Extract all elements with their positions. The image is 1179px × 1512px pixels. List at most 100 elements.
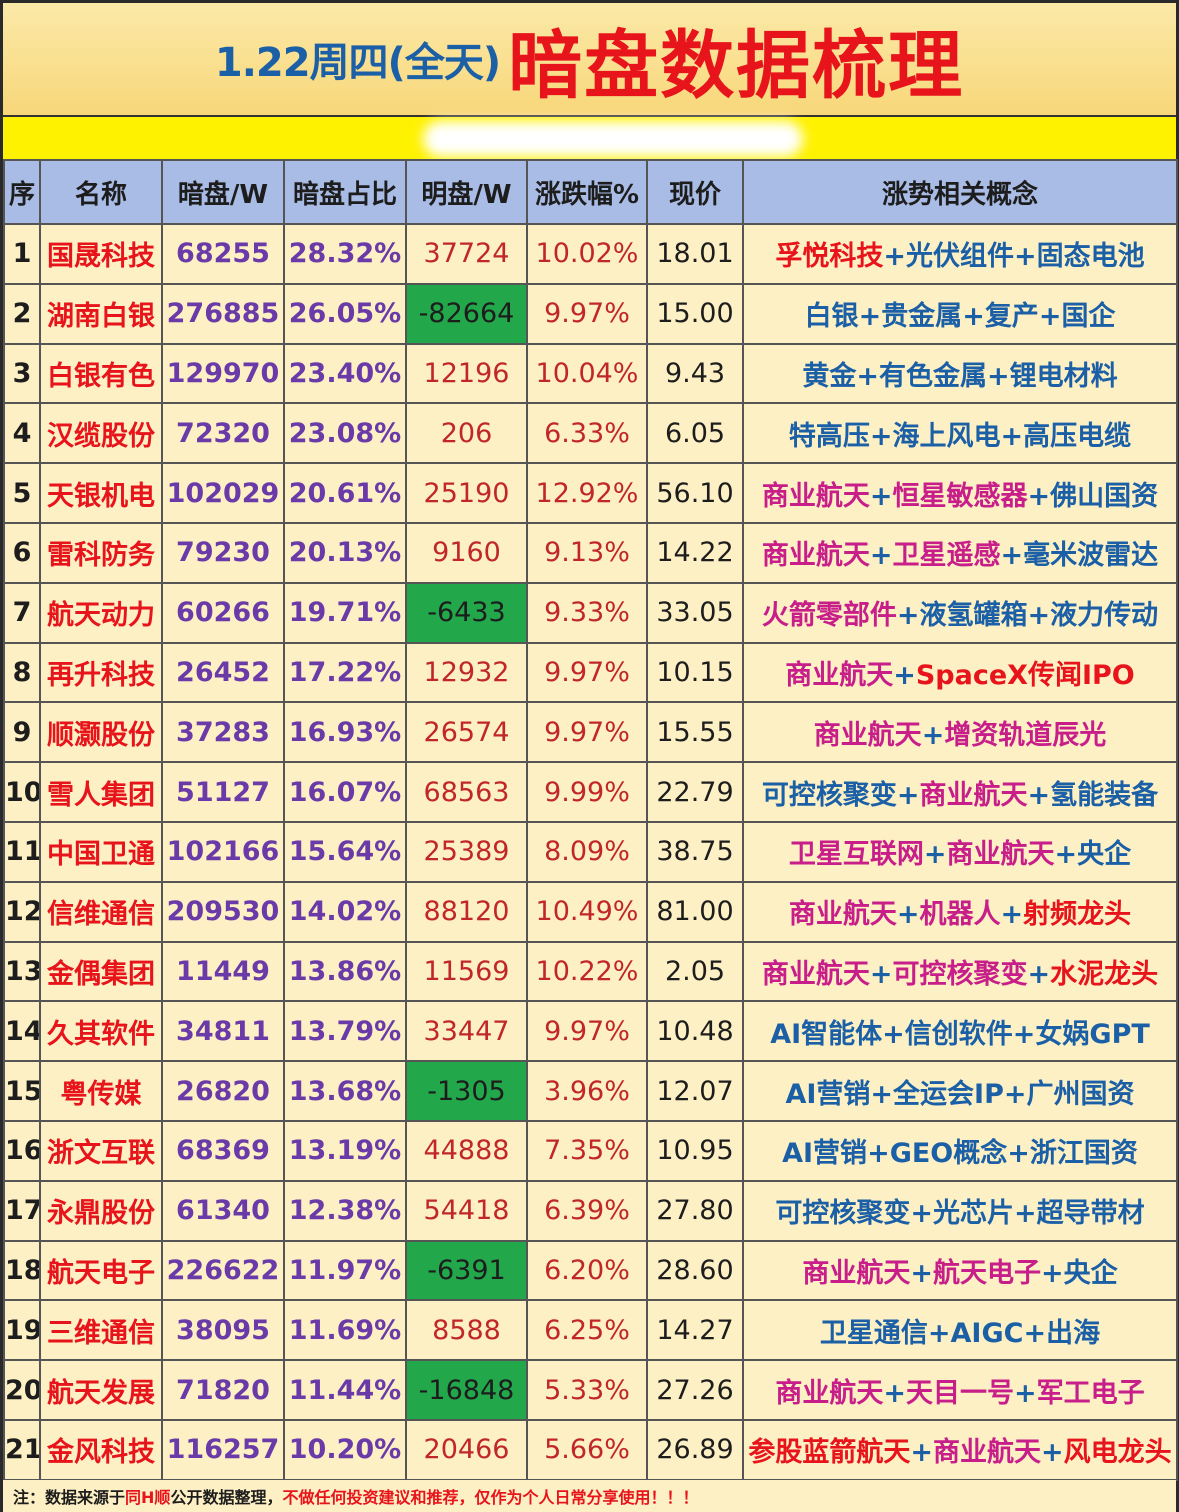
ming-cell: 9160 bbox=[405, 521, 528, 584]
ming-cell: 26574 bbox=[405, 701, 528, 764]
plus-separator: + bbox=[1027, 600, 1051, 632]
table-row: 6 雷科防务 79230 20.13% 9160 9.13% 14.22 商业航天+卫星遥感+… bbox=[3, 521, 1178, 584]
ming-cell: -82664 bbox=[405, 282, 528, 345]
ming-cell: -16848 bbox=[405, 1359, 528, 1421]
table-row: 16 浙文互联 68369 13.19% 44888 7.35% 10.95 AI营销+GEO… bbox=[3, 1119, 1178, 1182]
ming-cell: -1305 bbox=[405, 1060, 528, 1122]
dark-cell: 209530 bbox=[161, 880, 285, 943]
dark-cell: 129970 bbox=[161, 342, 285, 405]
plus-separator: + bbox=[869, 540, 893, 572]
concept-cell: 可控核聚变+光芯片+超导带材 bbox=[742, 1179, 1178, 1242]
name-cell: 金偶集团 bbox=[39, 940, 163, 1003]
concept-tag: AI营销 bbox=[782, 1138, 868, 1170]
concept-cell: 可控核聚变+商业航天+氢能装备 bbox=[742, 761, 1178, 823]
price-cell: 27.80 bbox=[646, 1179, 744, 1242]
table-row: 14 久其软件 34811 13.79% 33447 9.97% 10.48 AI智能体+信创… bbox=[3, 1000, 1178, 1063]
seq-cell: 7 bbox=[3, 581, 41, 644]
concept-tag: 女娲GPT bbox=[1035, 1018, 1150, 1050]
ming-cell: 25389 bbox=[405, 820, 528, 883]
plus-separator: + bbox=[869, 420, 893, 452]
plus-separator: + bbox=[1038, 301, 1062, 333]
seq-cell: 11 bbox=[3, 820, 41, 883]
plus-separator: + bbox=[921, 719, 945, 751]
change-cell: 9.33% bbox=[526, 581, 648, 644]
header-dark: 暗盘/W bbox=[161, 159, 285, 225]
ratio-cell: 17.22% bbox=[283, 641, 407, 704]
dark-cell: 72320 bbox=[161, 402, 285, 465]
concept-tag: 卫星遥感 bbox=[892, 540, 1001, 572]
plus-separator: + bbox=[1041, 1437, 1064, 1469]
change-cell: 8.09% bbox=[526, 820, 648, 883]
name-cell: 永鼎股份 bbox=[39, 1179, 163, 1242]
name-cell: 再升科技 bbox=[39, 641, 163, 704]
concept-cell: 火箭零部件+液氢罐箱+液力传动 bbox=[742, 581, 1178, 644]
change-cell: 9.97% bbox=[526, 641, 648, 704]
concept-tag: 航天电子 bbox=[933, 1257, 1041, 1289]
plus-separator: + bbox=[1014, 1377, 1037, 1409]
dark-cell: 26820 bbox=[161, 1060, 285, 1122]
change-cell: 7.35% bbox=[526, 1119, 648, 1182]
change-cell: 10.04% bbox=[526, 342, 648, 405]
dark-cell: 37283 bbox=[161, 701, 285, 764]
change-cell: 9.97% bbox=[526, 282, 648, 345]
ming-cell: 12932 bbox=[405, 641, 528, 704]
footer-part-4: 不做任何投资建议和推荐，仅作为个人日常分享使用！！！ bbox=[282, 1488, 699, 1507]
concept-tag: 军工电子 bbox=[1036, 1377, 1145, 1409]
ratio-cell: 23.40% bbox=[283, 342, 407, 405]
concept-tag: 高压电缆 bbox=[1023, 420, 1132, 452]
concept-tag: 商业航天 bbox=[933, 1437, 1041, 1469]
table-row: 11 中国卫通 102166 15.64% 25389 8.09% 38.75 卫星互联网+商… bbox=[3, 820, 1178, 883]
footer-note: 注： 数据来源于 同H顺 公开数据整理， 不做任何投资建议和推荐，仅作为个人日常… bbox=[3, 1480, 1176, 1512]
plus-separator: + bbox=[1041, 1257, 1064, 1289]
ratio-cell: 10.20% bbox=[283, 1418, 407, 1481]
concept-tag: 佛山国资 bbox=[1050, 480, 1159, 512]
table-row: 4 汉缆股份 72320 23.08% 206 6.33% 6.05 特高压+海上风电+高压电… bbox=[3, 402, 1178, 465]
concept-tag: 液力传动 bbox=[1050, 600, 1159, 632]
change-cell: 6.39% bbox=[526, 1179, 648, 1242]
price-cell: 2.05 bbox=[646, 940, 744, 1003]
name-cell: 航天电子 bbox=[39, 1239, 163, 1302]
price-cell: 10.15 bbox=[646, 641, 744, 704]
dark-cell: 51127 bbox=[161, 761, 285, 823]
concept-tag: 国企 bbox=[1061, 301, 1116, 333]
concept-tag: 信创软件 bbox=[904, 1018, 1013, 1050]
concept-tag: 可控核聚变 bbox=[892, 958, 1028, 990]
concept-tag: 央企 bbox=[1063, 1257, 1118, 1289]
ratio-cell: 15.64% bbox=[283, 820, 407, 883]
ming-cell: 44888 bbox=[405, 1119, 528, 1182]
change-cell: 3.96% bbox=[526, 1060, 648, 1122]
concept-cell: 商业航天+航天电子+央企 bbox=[742, 1239, 1178, 1302]
concept-tag: 商业航天 bbox=[761, 540, 870, 572]
price-cell: 27.26 bbox=[646, 1359, 744, 1421]
header-price: 现价 bbox=[646, 159, 744, 225]
table-row: 5 天银机电 102029 20.61% 25190 12.92% 56.10 商业航天+恒星… bbox=[3, 462, 1178, 524]
dark-cell: 276885 bbox=[161, 282, 285, 345]
price-cell: 14.27 bbox=[646, 1299, 744, 1362]
table-row: 2 湖南白银 276885 26.05% -82664 9.97% 15.00 白银+贵金属+… bbox=[3, 282, 1178, 345]
seq-cell: 2 bbox=[3, 282, 41, 345]
name-cell: 信维通信 bbox=[39, 880, 163, 943]
concept-cell: AI营销+GEO概念+浙江国资 bbox=[742, 1119, 1178, 1182]
concept-tag: 光芯片 bbox=[933, 1198, 1014, 1230]
change-cell: 10.49% bbox=[526, 880, 648, 943]
ming-cell: 88120 bbox=[405, 880, 528, 943]
plus-separator: + bbox=[910, 1257, 933, 1289]
seq-cell: 14 bbox=[3, 1000, 41, 1063]
plus-separator: + bbox=[1000, 540, 1024, 572]
ming-cell: -6433 bbox=[405, 581, 528, 644]
plus-separator: + bbox=[896, 899, 920, 931]
concept-tag: 风电龙头 bbox=[1063, 1437, 1172, 1469]
seq-cell: 8 bbox=[3, 641, 41, 704]
concept-tag: 孚悦科技 bbox=[775, 241, 884, 273]
ratio-cell: 11.44% bbox=[283, 1359, 407, 1421]
plus-separator: + bbox=[1014, 241, 1037, 273]
concept-tag: 白银 bbox=[804, 301, 859, 333]
plus-separator: + bbox=[1054, 839, 1078, 871]
concept-tag: 水泥龙头 bbox=[1050, 958, 1159, 990]
change-cell: 5.33% bbox=[526, 1359, 648, 1421]
seq-cell: 6 bbox=[3, 521, 41, 584]
plus-separator: + bbox=[883, 241, 906, 273]
title-date: 1.22周四(全天) bbox=[214, 40, 501, 86]
concept-tag: GEO概念 bbox=[889, 1138, 1008, 1170]
dark-cell: 11449 bbox=[161, 940, 285, 1003]
